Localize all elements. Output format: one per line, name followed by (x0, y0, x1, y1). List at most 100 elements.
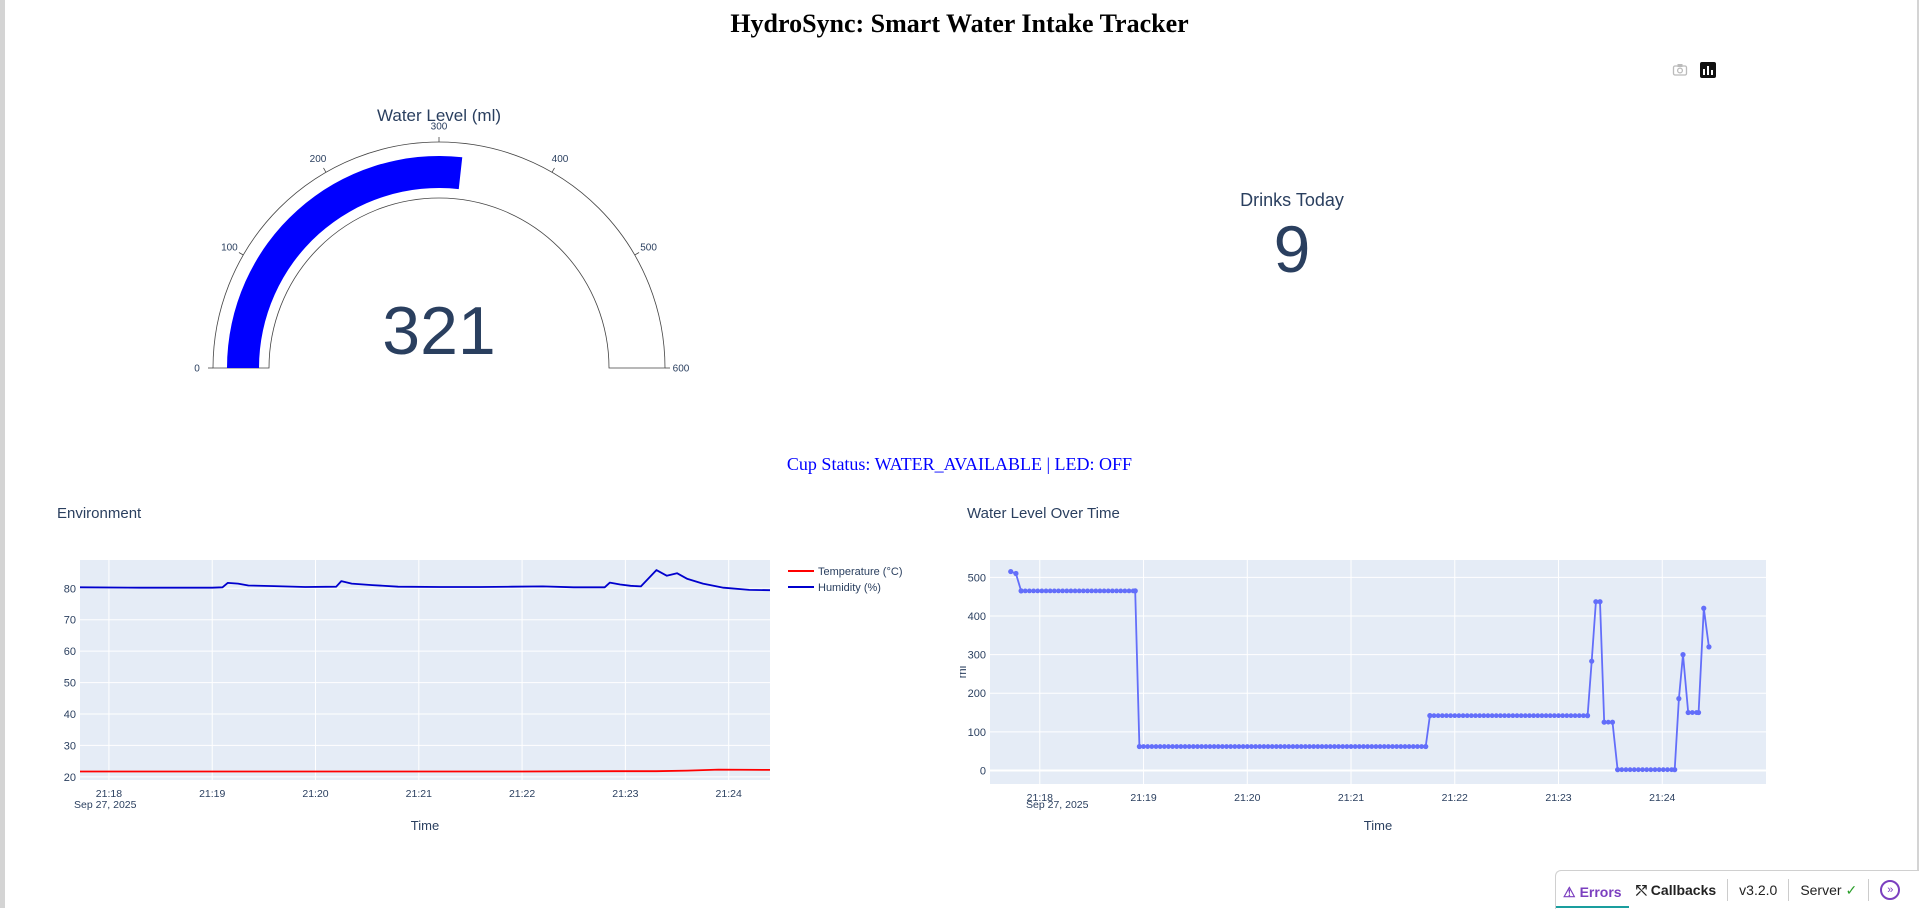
series-marker (1105, 588, 1111, 594)
gauge-tick-label: 300 (431, 122, 448, 133)
series-marker (1527, 713, 1532, 719)
series-marker (1145, 744, 1151, 749)
series-marker (1170, 744, 1175, 749)
dash-debug-menu: ⚠ Errors ⤲ Callbacks v3.2.0 Server ✓ » (1555, 870, 1919, 909)
env-legend[interactable]: Temperature (°C) Humidity (%) (788, 566, 902, 594)
gauge-tick-label: 100 (221, 243, 238, 254)
series-marker (1543, 713, 1549, 719)
gauge-tick-label: 600 (673, 364, 690, 375)
gauge-tick-label: 200 (310, 154, 327, 165)
series-marker (1072, 588, 1078, 594)
series-marker (1572, 713, 1578, 719)
x-tick-label: 21:24 (716, 788, 742, 800)
series-marker (1551, 713, 1557, 719)
y-tick-label: 30 (64, 740, 76, 752)
series-marker (1236, 744, 1242, 749)
y-tick-label: 40 (64, 709, 76, 721)
series-marker (1182, 744, 1188, 749)
series-marker (1431, 713, 1437, 719)
env-x-axis-title: Time (411, 818, 439, 833)
series-marker (1652, 767, 1658, 773)
drinks-indicator: Drinks Today 9 (1192, 190, 1392, 285)
series-marker (1166, 744, 1171, 749)
series-marker (1361, 744, 1366, 749)
y-tick-label: 60 (64, 646, 76, 658)
series-marker (1406, 744, 1412, 749)
level-lines (1008, 568, 1712, 773)
x-tick-label: 21:19 (199, 788, 225, 800)
x-tick-label: 21:22 (1442, 792, 1468, 804)
series-marker (1085, 588, 1090, 594)
series-marker (1008, 568, 1014, 575)
series-marker (1265, 744, 1271, 749)
series-marker (1211, 744, 1217, 749)
x-tick-label: 21:23 (612, 788, 638, 800)
callbacks-tab[interactable]: ⤲ Callbacks (1629, 871, 1724, 909)
series-marker (1348, 744, 1354, 749)
server-status[interactable]: Server ✓ (1793, 871, 1864, 909)
series-marker (1701, 605, 1707, 611)
series-marker (1051, 588, 1057, 594)
series-marker (1174, 744, 1180, 749)
x-tick-label: 21:21 (1338, 792, 1364, 804)
y-tick-label: 200 (968, 688, 986, 700)
x-tick-label: 21:21 (406, 788, 432, 800)
env-lines (79, 569, 771, 773)
series-marker (1706, 644, 1712, 650)
callbacks-label: Callbacks (1650, 882, 1717, 898)
series-marker (1493, 713, 1499, 719)
water-level-gauge: Water Level (ml) 0 100 200 300 400 500 600 321 (194, 106, 690, 375)
series-marker (1344, 744, 1350, 749)
env-plot-area (80, 560, 770, 780)
x-tick-label: 21:19 (1130, 792, 1156, 804)
plotly-logo-icon[interactable] (1700, 62, 1716, 78)
series-marker (1302, 744, 1308, 749)
series-marker (1161, 744, 1167, 749)
series-marker (1635, 767, 1641, 773)
series-marker (1435, 713, 1441, 719)
series-marker (1190, 744, 1196, 749)
camera-icon[interactable] (1672, 62, 1688, 78)
series-marker (1093, 588, 1099, 594)
series-marker (1398, 744, 1404, 749)
series-marker (1018, 588, 1024, 594)
errors-tab[interactable]: ⚠ Errors (1556, 878, 1629, 908)
plot-modebar (1672, 62, 1716, 78)
series-marker (1631, 767, 1637, 773)
series-marker (1336, 744, 1341, 749)
env-x-date-label: Sep 27, 2025 (74, 799, 137, 811)
expand-debug-button[interactable]: » (1873, 871, 1907, 909)
series-marker (1665, 767, 1670, 773)
x-tick-label: 21:18 (96, 788, 122, 800)
series-marker (1027, 588, 1032, 594)
legend-humidity-label[interactable]: Humidity (%) (818, 582, 881, 594)
server-label: Server (1800, 882, 1842, 898)
series-marker (1419, 744, 1424, 749)
series-marker (1323, 744, 1329, 749)
cup-status-text: Cup Status: WATER_AVAILABLE | LED: OFF (786, 454, 1133, 474)
series-marker (1377, 744, 1383, 749)
env-chart-title: Environment (57, 505, 142, 522)
series-marker (1489, 713, 1495, 719)
check-circle-icon: ✓ (1845, 881, 1858, 898)
series-marker (1576, 713, 1582, 719)
series-marker (1157, 744, 1163, 749)
series-marker (1456, 713, 1462, 719)
legend-temperature-label[interactable]: Temperature (°C) (818, 566, 902, 578)
series-marker (1261, 744, 1267, 749)
gauge-ticks: 0 100 200 300 400 500 600 (194, 122, 690, 375)
series-marker (1060, 588, 1066, 594)
y-tick-label: 300 (968, 650, 986, 662)
series-marker (1402, 744, 1408, 749)
series-marker (1448, 713, 1454, 719)
series-marker (1510, 713, 1516, 719)
series-marker (1114, 588, 1119, 594)
series-marker (1601, 719, 1607, 725)
series-marker (1640, 767, 1645, 773)
env-x-ticks: 21:18 21:19 21:20 21:21 21:22 21:23 21:24 (96, 788, 742, 800)
debug-separator (1727, 879, 1729, 901)
series-marker (1039, 588, 1045, 594)
series-marker (1253, 744, 1258, 749)
x-tick-label: 21:20 (1234, 792, 1260, 804)
series-marker (1240, 744, 1246, 749)
